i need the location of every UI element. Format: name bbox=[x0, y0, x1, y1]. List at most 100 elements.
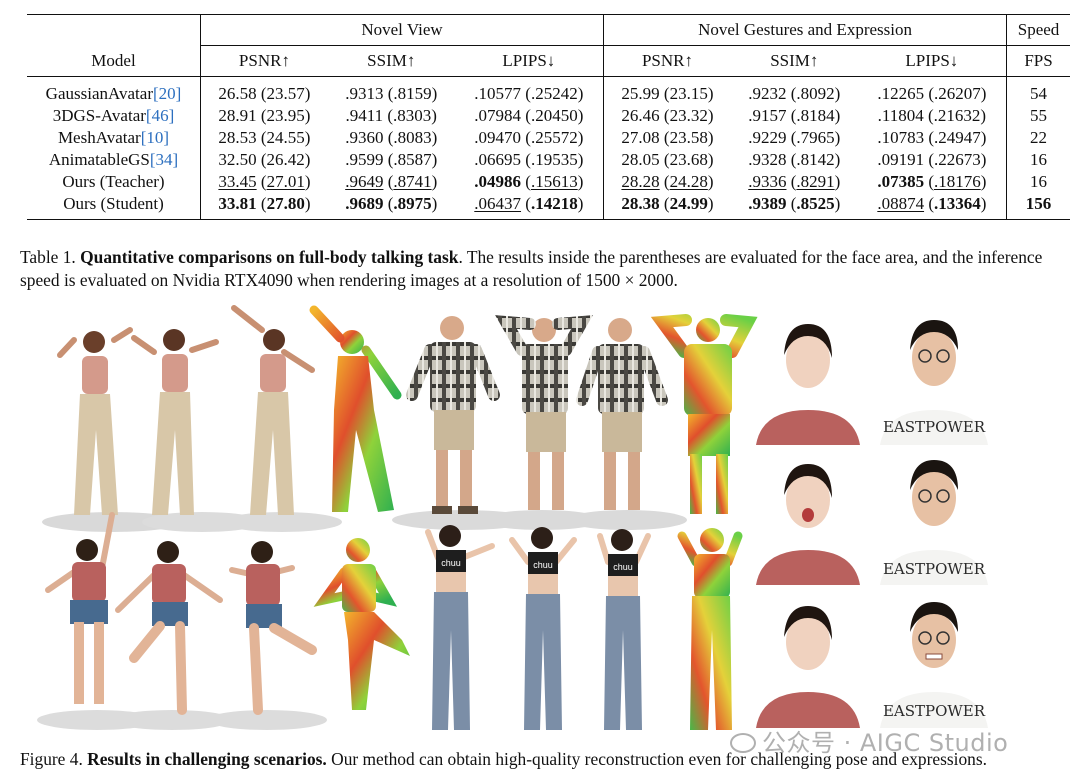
col-header-ng-psnr: PSNR↑ bbox=[603, 45, 731, 77]
wechat-icon bbox=[730, 733, 756, 753]
table-cell: 16 bbox=[1006, 171, 1070, 193]
svg-text:chuu: chuu bbox=[613, 562, 633, 572]
table-cell: 16 bbox=[1006, 149, 1070, 171]
model-cell: AnimatableGS[34] bbox=[48, 150, 179, 169]
face-closeups-grid: EASTPOWER EASTPOWER bbox=[756, 320, 988, 728]
model-cell: Ours (Student) bbox=[27, 193, 201, 220]
table-cell: .04986 (.15613) bbox=[474, 172, 584, 191]
group-header-novel-view: Novel View bbox=[199, 14, 604, 46]
table-cell: .9313 (.8159) bbox=[345, 84, 438, 103]
figure-woman-beige-3 bbox=[222, 305, 342, 532]
table-cell: .9336 (.8291) bbox=[748, 172, 841, 191]
table-caption: Table 1. Quantitative comparisons on ful… bbox=[20, 247, 1043, 290]
table-cell: .10783 (.24947) bbox=[877, 128, 987, 147]
table-cell: 27.08 (23.58) bbox=[603, 127, 731, 149]
face-man-row2: EASTPOWER bbox=[880, 460, 988, 585]
table-cell: .9328 (.8142) bbox=[748, 150, 841, 169]
figure-woman-normal-map bbox=[309, 305, 402, 512]
quantitative-comparison-table: Novel View Novel Gestures and Expression… bbox=[27, 14, 1070, 220]
table-cell: .9411 (.8303) bbox=[345, 106, 437, 125]
model-cell: 3DGS-Avatar[46] bbox=[52, 106, 175, 125]
group-header-novel-gestures: Novel Gestures and Expression bbox=[603, 14, 1007, 46]
table-cell: .9232 (.8092) bbox=[748, 84, 841, 103]
figure-man-plaid-3 bbox=[567, 318, 687, 530]
svg-text:EASTPOWER: EASTPOWER bbox=[883, 418, 986, 436]
figure-woman-red-2 bbox=[112, 541, 232, 730]
col-header-nv-ssim: SSIM↑ bbox=[327, 45, 455, 77]
col-header-ng-lpips: LPIPS↓ bbox=[857, 45, 1007, 77]
table-cell: 28.91 (23.95) bbox=[199, 105, 328, 127]
figure-man-normal-map bbox=[650, 314, 758, 514]
face-woman-row3 bbox=[756, 606, 860, 728]
figure-man-plaid-2 bbox=[482, 315, 602, 530]
table-cell: 33.81 (27.80) bbox=[199, 193, 328, 220]
figure-woman-jeans-normal-map bbox=[677, 528, 743, 730]
table-cell: 22 bbox=[1006, 127, 1070, 149]
table-cell: 26.46 (23.32) bbox=[603, 105, 731, 127]
table-group-header-row: Novel View Novel Gestures and Expression… bbox=[27, 14, 1070, 46]
table-row-student: Ours (Student) 33.81 (27.80) .9689 (.897… bbox=[27, 193, 1070, 220]
table-row: 3DGS-Avatar[46] 28.91 (23.95) .9411 (.83… bbox=[27, 105, 1070, 127]
col-header-ng-ssim: SSIM↑ bbox=[730, 45, 858, 77]
table-cell: .07385 (.18176) bbox=[877, 172, 987, 191]
svg-text:chuu: chuu bbox=[441, 558, 461, 568]
table-cell: .06695 (.19535) bbox=[474, 150, 584, 169]
table-cell: .10577 (.25242) bbox=[474, 84, 584, 103]
model-cell: MeshAvatar[10] bbox=[57, 128, 170, 147]
citation-link[interactable]: [10] bbox=[140, 128, 170, 147]
table-cell: 32.50 (26.42) bbox=[199, 149, 328, 171]
table-cell: 55 bbox=[1006, 105, 1070, 127]
table-cell: 25.99 (23.15) bbox=[603, 76, 731, 105]
citation-link[interactable]: [46] bbox=[145, 106, 175, 125]
figure-illustration: chuu chuu chuu bbox=[37, 305, 758, 730]
col-header-fps: FPS bbox=[1006, 45, 1070, 77]
table-cell: .9389 (.8525) bbox=[730, 193, 858, 220]
table-cell: 28.53 (24.55) bbox=[199, 127, 328, 149]
model-cell: Ours (Teacher) bbox=[62, 172, 165, 191]
table-cell: .09191 (.22673) bbox=[877, 150, 987, 169]
figure-woman-red-3 bbox=[207, 541, 327, 730]
figure-man-plaid-1 bbox=[392, 316, 532, 530]
svg-text:chuu: chuu bbox=[533, 560, 553, 570]
watermark: 公众号 · AIGC Studio bbox=[730, 723, 1008, 758]
face-woman-row2 bbox=[756, 464, 860, 585]
table-cell: .06437 (.14218) bbox=[454, 193, 604, 220]
figure-woman-red-1 bbox=[37, 512, 157, 730]
figure-woman-red-normal-map bbox=[313, 538, 410, 710]
table-cell: .09470 (.25572) bbox=[474, 128, 584, 147]
figure-woman-beige-2 bbox=[131, 329, 262, 532]
table-row-teacher: Ours (Teacher) 33.45 (27.01) .9649 (.874… bbox=[27, 171, 1070, 193]
figure-woman-jeans-3: chuu bbox=[597, 529, 651, 730]
col-header-model: Model bbox=[27, 45, 201, 77]
col-header-nv-lpips: LPIPS↓ bbox=[454, 45, 604, 77]
figure-woman-jeans-2: chuu bbox=[509, 527, 577, 730]
face-woman-row1 bbox=[756, 324, 860, 445]
table-cell: 26.58 (23.57) bbox=[199, 76, 328, 105]
figure-caption: Figure 4. Results in challenging scenari… bbox=[20, 749, 987, 769]
table-cell: 28.05 (23.68) bbox=[603, 149, 731, 171]
figure-results-image: chuu chuu chuu bbox=[22, 300, 1062, 740]
model-cell: GaussianAvatar[20] bbox=[45, 84, 182, 103]
table-cell: .07984 (.20450) bbox=[474, 106, 584, 125]
table-cell: .9649 (.8741) bbox=[345, 172, 438, 191]
figure-woman-jeans-1: chuu bbox=[425, 525, 495, 730]
table-cell: 54 bbox=[1006, 76, 1070, 105]
table-cell: .08874 (.13364) bbox=[857, 193, 1007, 220]
table-row: AnimatableGS[34] 32.50 (26.42) .9599 (.8… bbox=[27, 149, 1070, 171]
col-header-nv-psnr: PSNR↑ bbox=[199, 45, 328, 77]
face-man-row3: EASTPOWER bbox=[880, 602, 988, 728]
figure-woman-beige-1 bbox=[42, 327, 182, 532]
group-header-speed: Speed bbox=[1006, 14, 1070, 46]
table-cell: .9157 (.8184) bbox=[748, 106, 841, 125]
table-cell: .9229 (.7965) bbox=[748, 128, 841, 147]
svg-text:EASTPOWER: EASTPOWER bbox=[883, 560, 986, 578]
face-man-row1: EASTPOWER bbox=[880, 320, 988, 445]
svg-text:EASTPOWER: EASTPOWER bbox=[883, 702, 986, 720]
table-cell: .9689 (.8975) bbox=[327, 193, 455, 220]
citation-link[interactable]: [20] bbox=[152, 84, 182, 103]
citation-link[interactable]: [34] bbox=[149, 150, 179, 169]
table-row: MeshAvatar[10] 28.53 (24.55) .9360 (.808… bbox=[27, 127, 1070, 149]
table-cell: .12265 (.26207) bbox=[877, 84, 987, 103]
results-table-container: Novel View Novel Gestures and Expression… bbox=[27, 14, 1070, 220]
table-cell: 33.45 (27.01) bbox=[199, 171, 328, 193]
